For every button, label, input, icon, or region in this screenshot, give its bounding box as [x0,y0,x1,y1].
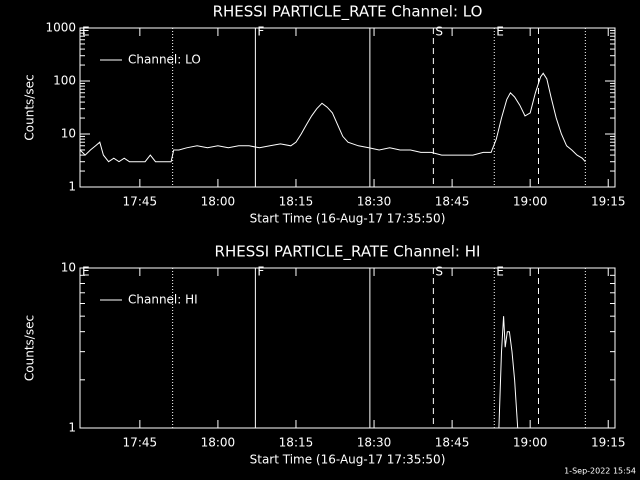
x-tick-label: 18:15 [279,195,314,209]
event-label: E [496,265,504,279]
x-tick-label: 18:00 [201,436,236,450]
y-tick-label: 1000 [45,21,76,35]
chart-title: RHESSI PARTICLE_RATE Channel: LO [213,3,483,22]
y-tick-label: 10 [61,127,76,141]
panel: RHESSI PARTICLE_RATE Channel: LO Start Ti… [23,3,626,226]
x-tick-label: 17:45 [123,436,158,450]
x-tick-label: 18:30 [357,436,392,450]
x-tick-label: 19:00 [513,436,548,450]
x-tick-label: 17:45 [123,195,158,209]
legend-label: Channel: HI [128,293,198,307]
event-label: S [435,265,443,279]
data-line [80,72,586,163]
x-axis-label: Start Time (16-Aug-17 17:35:50) [250,212,446,226]
x-tick-label: 18:45 [435,195,470,209]
x-tick-label: 18:00 [201,195,236,209]
y-tick-label: 100 [53,74,76,88]
x-axis-label: Start Time (16-Aug-17 17:35:50) [250,453,446,467]
legend-label: Channel: LO [128,53,201,67]
y-tick-label: 1 [68,421,76,435]
y-axis-label: Counts/sec [23,315,37,381]
event-label: E [82,265,90,279]
x-tick-label: 19:00 [513,195,548,209]
panel: RHESSI PARTICLE_RATE Channel: HI Start Ti… [23,243,626,467]
x-tick-label: 18:45 [435,436,470,450]
event-label: F [257,25,264,39]
y-tick-label: 10 [61,261,76,275]
y-tick-label: 1 [68,180,76,194]
event-label: E [496,25,504,39]
x-tick-label: 19:15 [591,436,626,450]
event-label: F [257,265,264,279]
event-label: S [435,25,443,39]
event-label: E [82,25,90,39]
x-tick-label: 18:30 [357,195,392,209]
timestamp: 1-Sep-2022 15:54 [564,467,636,476]
x-tick-label: 19:15 [591,195,626,209]
x-tick-label: 18:15 [279,436,314,450]
chart-title: RHESSI PARTICLE_RATE Channel: HI [215,243,481,262]
data-line [498,316,519,428]
y-axis-label: Counts/sec [23,74,37,140]
